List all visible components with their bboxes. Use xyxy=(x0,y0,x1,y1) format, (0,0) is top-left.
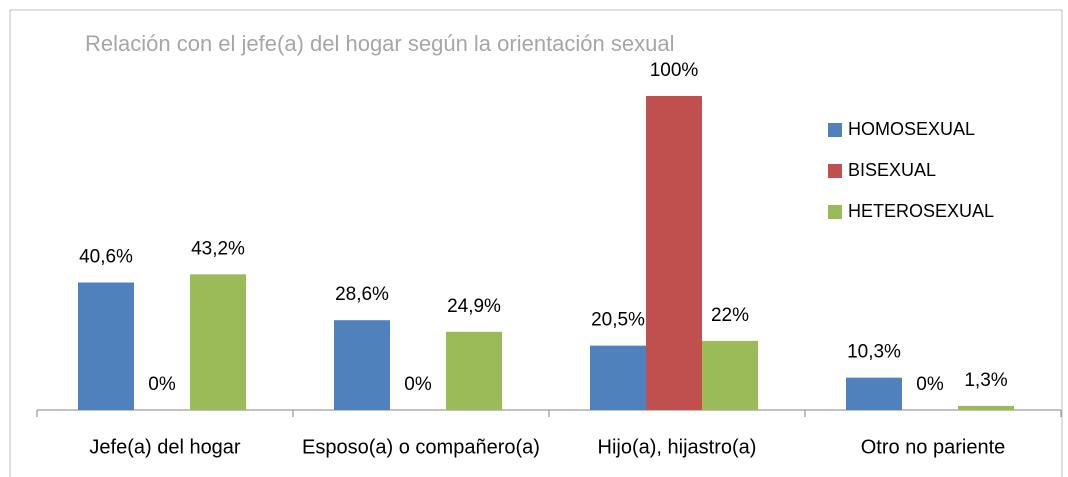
value-label: 43,2% xyxy=(191,238,245,259)
bar xyxy=(702,340,758,410)
bar xyxy=(78,282,134,410)
value-label: 28,6% xyxy=(335,284,389,305)
value-label: 40,6% xyxy=(79,247,133,268)
chart-frame xyxy=(9,9,1063,477)
legend-label: HOMOSEXUAL xyxy=(848,119,975,139)
value-label: 0% xyxy=(916,374,944,395)
x-tick-label: Otro no pariente xyxy=(861,436,1006,458)
value-label: 0% xyxy=(404,374,432,395)
bar xyxy=(190,274,246,410)
bar xyxy=(646,96,702,410)
value-label: 24,9% xyxy=(447,296,501,317)
legend-label: BISEXUAL xyxy=(848,160,936,180)
x-tick-label: Esposo(a) o compañero(a) xyxy=(302,436,540,458)
bar xyxy=(590,345,646,410)
value-label: 22% xyxy=(711,305,749,326)
value-label: 0% xyxy=(148,374,176,395)
bar xyxy=(334,320,390,410)
legend-label: HETEROSEXUAL xyxy=(848,201,994,221)
value-label: 100% xyxy=(650,60,699,81)
legend-swatch xyxy=(828,205,842,219)
value-label: 1,3% xyxy=(964,370,1007,391)
x-tick-label: Jefe(a) del hogar xyxy=(89,436,241,458)
value-label: 10,3% xyxy=(847,342,901,363)
value-label: 20,5% xyxy=(591,310,645,331)
legend-swatch xyxy=(828,164,842,178)
chart-title: Relación con el jefe(a) del hogar según … xyxy=(85,31,674,56)
bar xyxy=(446,331,502,410)
bar xyxy=(958,405,1014,410)
x-tick-label: Hijo(a), hijastro(a) xyxy=(598,436,757,458)
legend-swatch xyxy=(828,123,842,137)
bar xyxy=(846,377,902,410)
